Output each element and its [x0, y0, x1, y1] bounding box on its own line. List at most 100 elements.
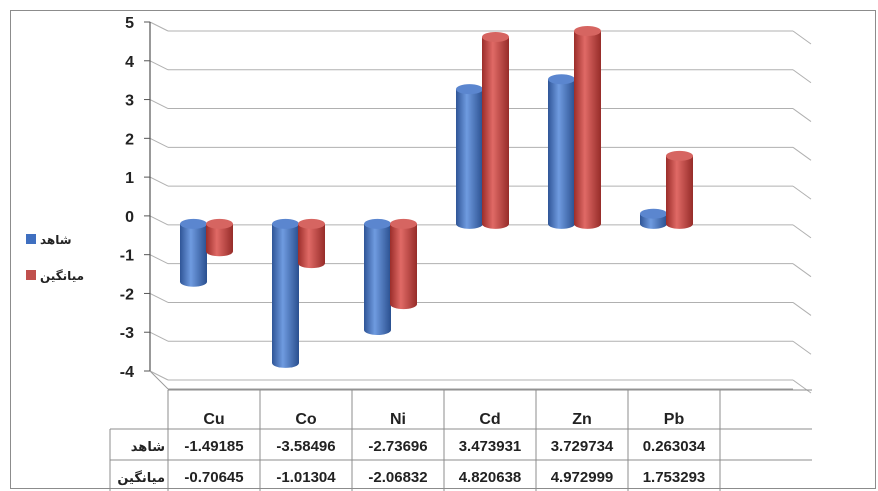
bar-top-cap: [390, 218, 417, 229]
bar: [482, 31, 509, 229]
gridline-depth: [149, 331, 169, 342]
table-row-label: شاهد: [131, 440, 165, 455]
x-tick-label: Co: [295, 411, 317, 428]
bar: [298, 218, 325, 269]
y-tick-label: -4: [120, 364, 134, 381]
bar-bottom-cap: [298, 258, 325, 269]
data-label: 4.972999: [551, 469, 614, 486]
y-tick-label: 5: [125, 15, 134, 32]
data-label: 4.820638: [459, 469, 522, 486]
data-label: -1.49185: [184, 438, 243, 455]
gridline-edge: [792, 340, 812, 355]
data-table: Cu Co Ni Cd Zn Pb شاهد -1.49185 -3.58496 -2.73696…: [109, 389, 812, 491]
data-label: 1.753293: [643, 469, 706, 486]
gridline-depth: [149, 21, 169, 32]
bar-body: [180, 223, 207, 282]
bar-bottom-cap: [666, 218, 693, 229]
gridline-edge: [792, 69, 812, 84]
gridline-edge: [792, 302, 812, 316]
bar-top-cap: [482, 31, 509, 42]
legend-swatch: [26, 234, 36, 244]
bar: [180, 218, 207, 287]
bar: [666, 150, 693, 229]
bar: [206, 218, 233, 257]
y-axis: 5 4 3 2 1 0 -1 -2 -3 -4: [120, 15, 793, 390]
bar-body: [364, 223, 391, 331]
y-tick-label: -3: [120, 325, 134, 342]
bar-bottom-cap: [548, 218, 575, 229]
legend-label: شاهد: [40, 233, 72, 247]
y-tick-label: 2: [125, 131, 134, 148]
y-tick-label: 0: [125, 209, 134, 226]
bar-body: [640, 213, 667, 224]
x-tick-label: Zn: [572, 411, 592, 428]
gridline-edge: [792, 30, 812, 45]
bar: [640, 208, 667, 229]
bar-body: [298, 223, 325, 264]
bar: [272, 218, 299, 368]
x-tick-label: Pb: [664, 411, 685, 428]
y-tick-label: 1: [125, 170, 134, 187]
bar-bottom-cap: [482, 218, 509, 229]
bar-bottom-cap: [456, 218, 483, 229]
y-tick-label: -1: [120, 248, 134, 265]
bar: [456, 84, 483, 229]
bar-body: [482, 36, 509, 224]
bar-top-cap: [548, 74, 575, 85]
x-tick-label: Cd: [479, 411, 500, 428]
gridline-edge: [792, 146, 812, 161]
gridline-edge: [792, 263, 812, 278]
bar-body: [272, 223, 299, 363]
bar-bottom-cap: [390, 299, 417, 310]
y-tick-label: 4: [125, 54, 134, 71]
legend-label: میانگین: [40, 269, 84, 283]
data-label: -2.73696: [368, 438, 427, 455]
bar-top-cap: [456, 84, 483, 95]
bar-bottom-cap: [206, 246, 233, 257]
bar-bottom-cap: [574, 218, 601, 229]
bar-body: [666, 155, 693, 224]
data-label: 0.263034: [643, 438, 706, 455]
bar-top-cap: [206, 218, 233, 229]
bar-top-cap: [298, 218, 325, 229]
y-tick-label: 3: [125, 93, 134, 110]
gridline-edge: [792, 185, 812, 200]
legend-swatch: [26, 270, 36, 280]
bar: [574, 26, 601, 229]
table-row-label: میانگین: [117, 470, 165, 486]
bar-body: [574, 31, 601, 224]
bar-body: [390, 223, 417, 305]
gridline-edge: [792, 379, 812, 394]
data-label: -2.06832: [368, 469, 427, 486]
bar-top-cap: [666, 150, 693, 161]
gridline-depth: [149, 370, 169, 381]
floor-edge: [149, 370, 793, 390]
gridline-depth: [149, 215, 169, 226]
bar: [548, 74, 575, 229]
bar-bottom-cap: [364, 325, 391, 336]
y-tick-label: -2: [120, 286, 134, 303]
bar-body: [548, 79, 575, 224]
data-label: -1.01304: [276, 469, 336, 486]
gridline-edge: [792, 224, 812, 239]
bar-bottom-cap: [272, 357, 299, 368]
x-tick-label: Ni: [390, 411, 406, 428]
bar-top-cap: [364, 218, 391, 229]
bar: [390, 218, 417, 310]
bar-body: [456, 89, 483, 224]
bar-top-cap: [574, 26, 601, 37]
gridline-depth: [149, 99, 169, 110]
bars: [180, 26, 693, 368]
x-tick-label: Cu: [203, 411, 224, 428]
bar-top-cap: [640, 208, 667, 219]
chart-frame: [10, 10, 876, 489]
gridline-depth: [149, 254, 169, 265]
gridline-depth: [149, 137, 169, 148]
data-label: 3.473931: [459, 438, 522, 455]
gridline-depth: [149, 60, 169, 71]
data-label: -3.58496: [276, 438, 335, 455]
bar-bottom-cap: [180, 276, 207, 287]
gridline-edge: [792, 108, 812, 122]
bar-top-cap: [180, 218, 207, 229]
